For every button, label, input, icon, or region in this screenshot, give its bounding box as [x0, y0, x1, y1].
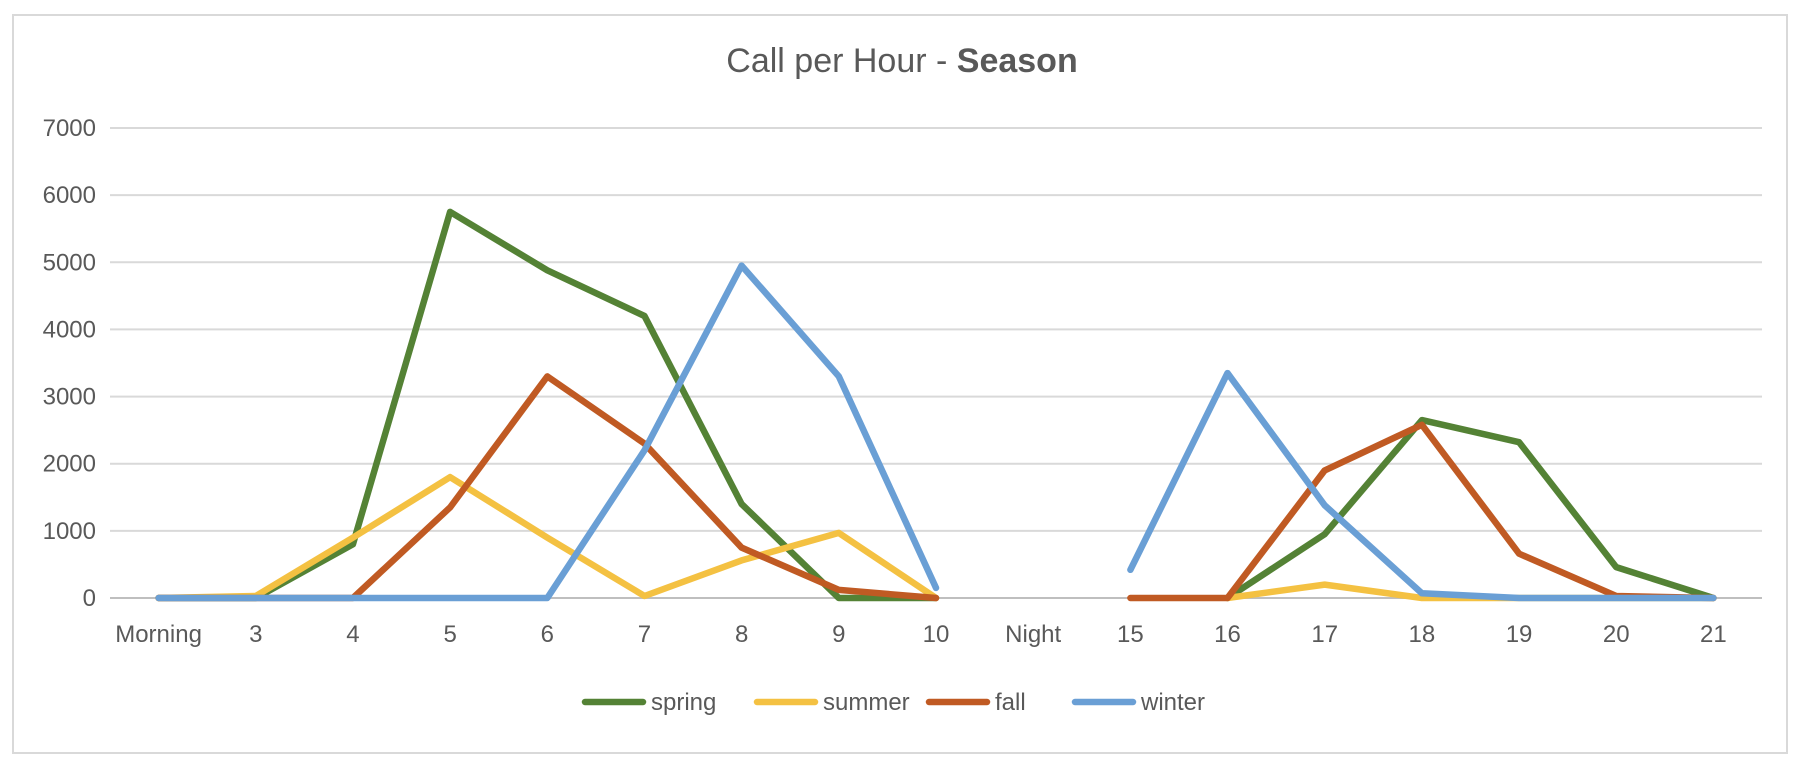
- y-tick-label: 1000: [43, 518, 96, 545]
- series-line-spring: [155, 208, 1717, 602]
- x-tick-label: 5: [443, 621, 456, 648]
- y-tick-label: 7000: [43, 115, 96, 142]
- y-tick-label: 4000: [43, 316, 96, 343]
- chart-frame: Call per Hour - Season 0 1000 2000 3000 4000…: [12, 14, 1788, 754]
- x-tick-label: 4: [346, 621, 359, 648]
- x-tick-label: Night: [1005, 621, 1061, 648]
- gridlines: [110, 127, 1762, 599]
- y-axis-ticks: 0 1000 2000 3000 4000 5000 6000 7000: [43, 115, 96, 612]
- x-tick-label: 7: [638, 621, 651, 648]
- legend-item-fall: fall: [925, 689, 1026, 716]
- x-tick-label: 19: [1506, 621, 1533, 648]
- x-tick-label: 17: [1311, 621, 1338, 648]
- x-tick-label: 16: [1214, 621, 1241, 648]
- chart-title: Call per Hour - Season: [726, 42, 1077, 80]
- x-tick-label: Morning: [115, 621, 202, 648]
- legend-item-spring: spring: [581, 689, 716, 716]
- x-tick-label: 21: [1700, 621, 1727, 648]
- legend-label: spring: [651, 689, 716, 716]
- x-tick-label: 20: [1603, 621, 1630, 648]
- line-chart: Call per Hour - Season 0 1000 2000 3000 4000…: [43, 42, 1762, 716]
- legend-label: fall: [995, 689, 1026, 716]
- x-tick-label: 8: [735, 621, 748, 648]
- y-tick-label: 6000: [43, 182, 96, 209]
- legend-item-winter: winter: [1071, 689, 1205, 716]
- legend-label: summer: [823, 689, 910, 716]
- y-tick-label: 2000: [43, 451, 96, 478]
- x-tick-label: 6: [541, 621, 554, 648]
- x-tick-label: 10: [923, 621, 950, 648]
- legend-label: winter: [1140, 689, 1205, 716]
- series-lines: [155, 208, 1717, 602]
- series-line-summer: [155, 473, 1717, 602]
- series-line-winter: [155, 262, 1717, 602]
- chart-title-main: Call per Hour -: [726, 42, 957, 80]
- y-tick-label: 3000: [43, 384, 96, 411]
- y-tick-label: 0: [83, 585, 96, 612]
- legend-item-summer: summer: [753, 689, 910, 716]
- x-axis-ticks: Morning 3 4 5 6 7 8 9 10 Night 15 16 17 18 19 20 21: [115, 621, 1727, 648]
- y-tick-label: 5000: [43, 249, 96, 276]
- legend: spring summer fall winter: [581, 689, 1205, 716]
- x-tick-label: 18: [1409, 621, 1436, 648]
- x-tick-label: 15: [1117, 621, 1144, 648]
- x-tick-label: 3: [249, 621, 262, 648]
- x-tick-label: 9: [832, 621, 845, 648]
- chart-title-bold: Season: [957, 42, 1078, 80]
